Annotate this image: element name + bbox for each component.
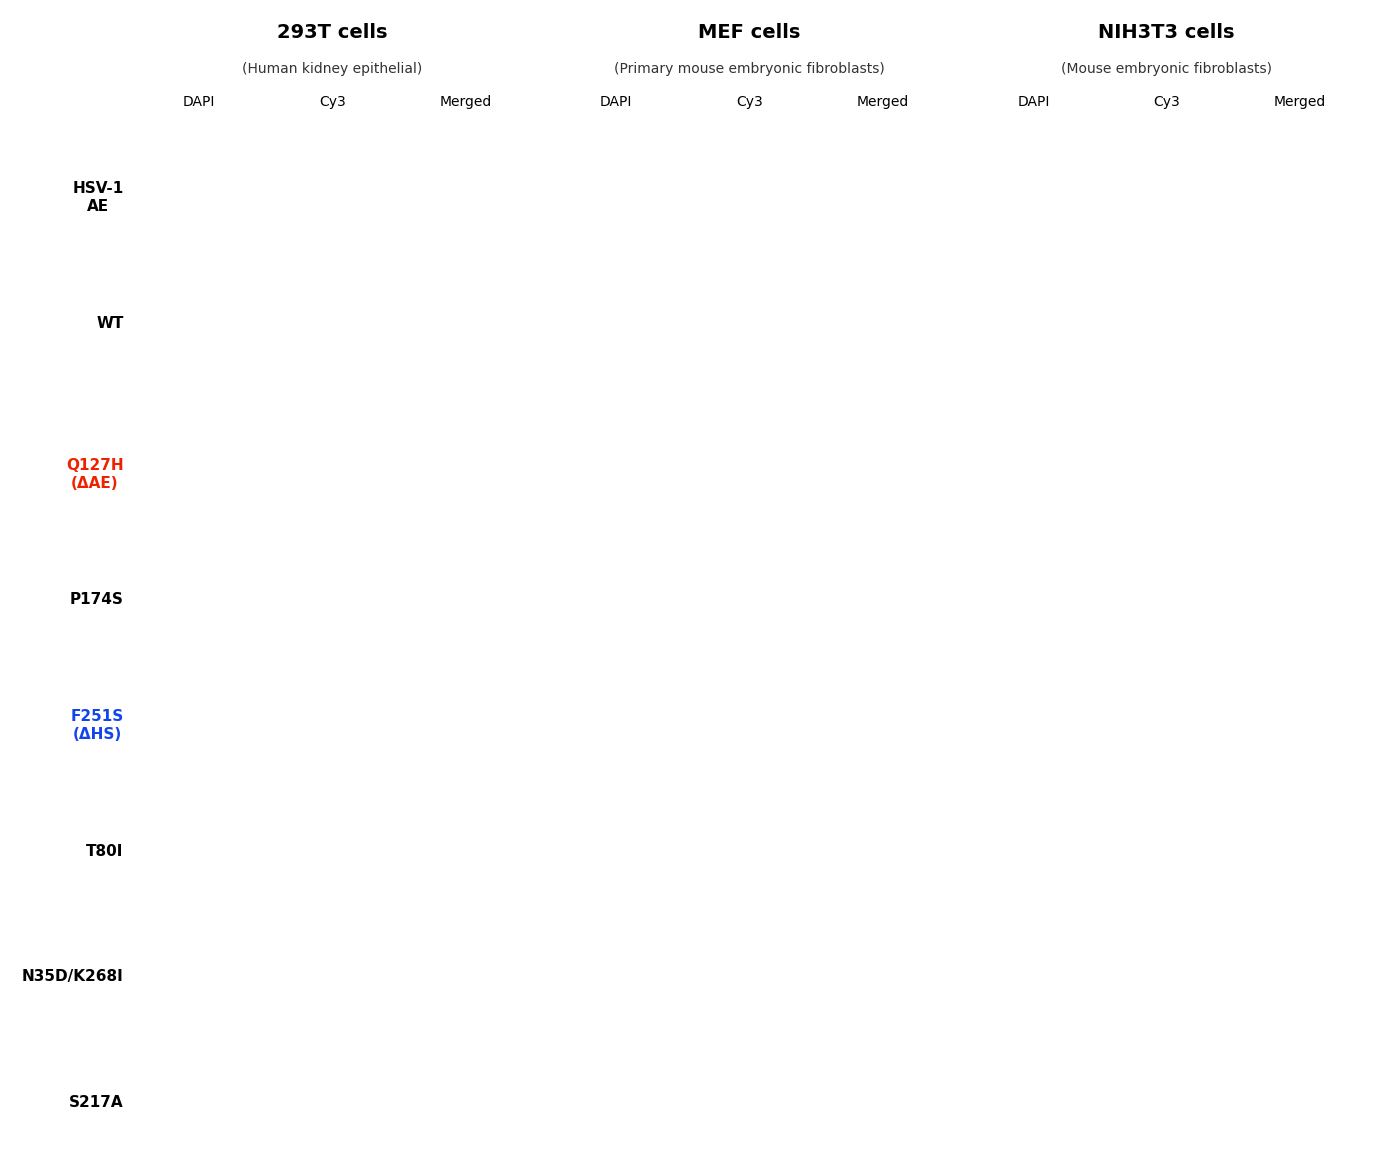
Text: DAPI: DAPI (183, 95, 216, 109)
Text: MEF cells: MEF cells (698, 23, 800, 42)
Text: Merged: Merged (857, 95, 909, 109)
Text: DAPI: DAPI (1018, 95, 1049, 109)
Text: P174S: P174S (70, 593, 124, 608)
Text: WT: WT (96, 315, 124, 330)
Text: (Primary mouse embryonic fibroblasts): (Primary mouse embryonic fibroblasts) (615, 62, 884, 76)
Text: T80I: T80I (87, 843, 124, 858)
Text: Merged: Merged (439, 95, 491, 109)
Text: HSV-1
AE: HSV-1 AE (73, 182, 124, 213)
Text: DAPI: DAPI (600, 95, 632, 109)
Text: (Mouse embryonic fibroblasts): (Mouse embryonic fibroblasts) (1062, 62, 1272, 76)
Text: Cy3: Cy3 (319, 95, 345, 109)
Text: S217A: S217A (69, 1095, 124, 1110)
Text: NIH3T3 cells: NIH3T3 cells (1099, 23, 1235, 42)
Text: Merged: Merged (1273, 95, 1326, 109)
Text: Cy3: Cy3 (736, 95, 763, 109)
Text: Q127H
(ΔAE): Q127H (ΔAE) (66, 458, 124, 491)
Text: N35D/K268I: N35D/K268I (22, 970, 124, 985)
Text: (Human kidney epithelial): (Human kidney epithelial) (242, 62, 422, 76)
Text: 293T cells: 293T cells (276, 23, 388, 42)
Text: Cy3: Cy3 (1154, 95, 1180, 109)
Text: F251S
(ΔHS): F251S (ΔHS) (70, 710, 124, 741)
